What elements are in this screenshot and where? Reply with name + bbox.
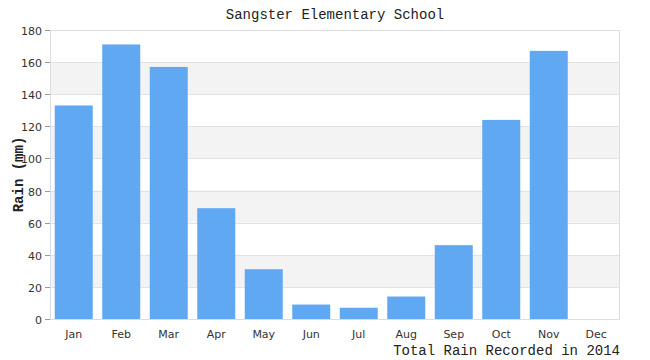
y-tick (45, 191, 50, 192)
bar (387, 297, 425, 319)
chart-svg: 020406080100120140160180JanFebMarAprMayJ… (0, 0, 650, 360)
y-tick-label: 40 (28, 250, 42, 263)
bar (530, 51, 568, 319)
bars (55, 44, 568, 319)
x-tick-label: Oct (492, 328, 512, 341)
x-tick-label: Jan (64, 328, 82, 341)
y-axis-label: Rain (mm) (11, 137, 27, 213)
y-tick-label: 160 (21, 57, 42, 70)
y-tick (45, 255, 50, 256)
bar (482, 120, 520, 319)
bar (577, 319, 615, 320)
y-tick (45, 126, 50, 127)
x-tick-label: Sep (443, 328, 464, 341)
x-tick-label: Nov (538, 328, 560, 341)
bar (435, 245, 473, 319)
bar (292, 305, 330, 319)
y-tick-label: 140 (21, 89, 42, 102)
bar (245, 269, 283, 319)
bar (340, 308, 378, 319)
y-tick (45, 158, 50, 159)
y-tick-label: 60 (28, 218, 42, 231)
x-tick-label: Dec (586, 328, 607, 341)
y-tick-label: 120 (21, 121, 42, 134)
y-tick-label: 180 (21, 25, 42, 38)
x-tick-label: Aug (396, 328, 417, 341)
y-tick (45, 319, 50, 320)
y-tick (45, 30, 50, 31)
y-tick-label: 80 (28, 186, 42, 199)
x-tick-label: May (252, 328, 275, 341)
bar (102, 44, 140, 319)
x-tick-label: Apr (207, 328, 227, 341)
y-tick-label: 0 (35, 314, 42, 327)
y-tick (45, 62, 50, 63)
plot-frame (51, 31, 620, 320)
bar (55, 105, 93, 319)
x-tick-label: Jul (351, 328, 365, 341)
y-tick (45, 223, 50, 224)
x-tick-label: Feb (112, 328, 131, 341)
y-tick (45, 287, 50, 288)
y-tick-label: 20 (28, 282, 42, 295)
x-tick-label: Mar (158, 328, 179, 341)
x-axis-label: Total Rain Recorded in 2014 (393, 343, 620, 359)
bar (150, 67, 188, 319)
bar (197, 208, 235, 319)
chart-container: 020406080100120140160180JanFebMarAprMayJ… (0, 0, 650, 360)
chart-title: Sangster Elementary School (226, 7, 444, 23)
y-tick (45, 94, 50, 95)
x-tick-label: Jun (302, 328, 320, 341)
plot-background (50, 30, 620, 319)
